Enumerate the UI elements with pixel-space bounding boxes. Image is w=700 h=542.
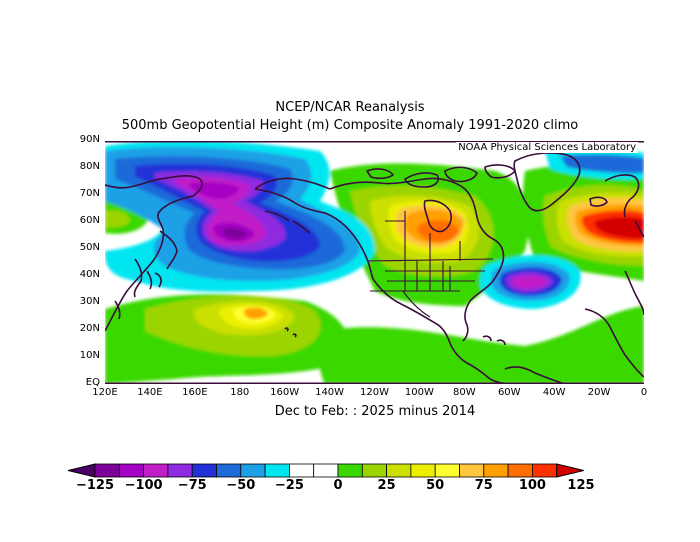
colorbar-segment <box>531 463 558 478</box>
anomaly-positive-25 <box>319 306 644 384</box>
longitude-label: 20W <box>587 387 611 398</box>
anomaly-negative-100 <box>190 182 240 199</box>
colorbar-tick-label: −100 <box>124 478 163 493</box>
colorbar-segment <box>118 463 144 478</box>
colorbar-tick-label: 125 <box>567 478 595 493</box>
chart-subtitle: 500mb Geopotential Height (m) Composite … <box>121 118 579 133</box>
lab-credit: NOAA Physical Sciences Laboratory <box>456 142 638 153</box>
latitude-label: 30N <box>79 296 100 307</box>
colorbar-tick-label: −25 <box>274 478 304 493</box>
colorbar-segment <box>386 463 412 478</box>
longitude-label: 40W <box>542 387 566 398</box>
colorbar-segment <box>143 463 169 478</box>
longitude-label: 100W <box>404 387 434 398</box>
colorbar-tick-label: 100 <box>518 478 546 493</box>
colorbar-tick-label: −75 <box>177 478 207 493</box>
colorbar-segment <box>264 463 290 478</box>
colorbar-segment <box>313 463 339 478</box>
latitude-label: 70N <box>79 188 100 199</box>
colorbar-tick-label: −125 <box>75 478 115 493</box>
latitude-label: 90N <box>79 134 100 145</box>
period-label: Dec to Feb: : 2025 minus 2014 <box>274 404 476 419</box>
latitude-label: 80N <box>79 161 100 172</box>
colorbar <box>68 463 584 478</box>
chart-title: NCEP/NCAR Reanalysis <box>275 100 425 115</box>
anomaly-negative-90 <box>512 275 548 289</box>
map-plot <box>105 141 644 384</box>
colorbar-tick-label: 0 <box>333 478 343 493</box>
colorbar-segment <box>240 463 266 478</box>
longitude-label: 120W <box>360 387 389 398</box>
longitude-label: 60W <box>497 387 521 398</box>
colorbar-segment <box>94 463 120 478</box>
longitude-label: 80W <box>453 387 476 398</box>
colorbar-segment <box>410 463 436 478</box>
longitude-label: 140E <box>137 387 163 398</box>
latitude-label: 50N <box>79 242 100 253</box>
longitude-label: 0 <box>640 387 648 398</box>
latitude-label: 20N <box>79 323 100 334</box>
colorbar-segment <box>483 463 509 478</box>
colorbar-segment <box>507 463 533 478</box>
colorbar-segment <box>191 463 217 478</box>
colorbar-tick-label: 25 <box>377 478 396 493</box>
anomaly-positive-87 <box>244 307 268 319</box>
colorbar-max-arrow <box>556 463 584 478</box>
anomaly-positive-125 <box>594 216 644 239</box>
longitude-label: 140W <box>315 387 345 398</box>
colorbar-segment <box>459 463 485 478</box>
colorbar-segment <box>337 463 363 478</box>
colorbar-segment <box>216 463 242 478</box>
longitude-label: 160W <box>270 387 300 398</box>
colorbar-tick-label: −50 <box>226 478 256 493</box>
longitude-label: 180 <box>230 387 250 398</box>
coastlines <box>105 152 644 384</box>
anomaly-positive-37 <box>105 210 130 228</box>
latitude-label: 60N <box>79 215 100 226</box>
anomaly-negative-25 <box>560 154 644 174</box>
anomaly-negative-115 <box>222 227 247 239</box>
colorbar-segment <box>434 463 460 478</box>
latitude-label: 40N <box>79 269 100 280</box>
latitude-label: 10N <box>79 350 100 361</box>
latitude-label: EQ <box>85 377 100 388</box>
colorbar-segment <box>167 463 193 478</box>
colorbar-segment <box>288 463 315 478</box>
colorbar-segment <box>361 463 387 478</box>
colorbar-tick-label: 50 <box>426 478 445 493</box>
colorbar-tick-label: 75 <box>474 478 493 493</box>
longitude-label: 160E <box>182 387 208 398</box>
longitude-label: 120E <box>92 387 118 398</box>
colorbar-min-arrow <box>68 463 96 478</box>
political-borders <box>366 211 494 318</box>
